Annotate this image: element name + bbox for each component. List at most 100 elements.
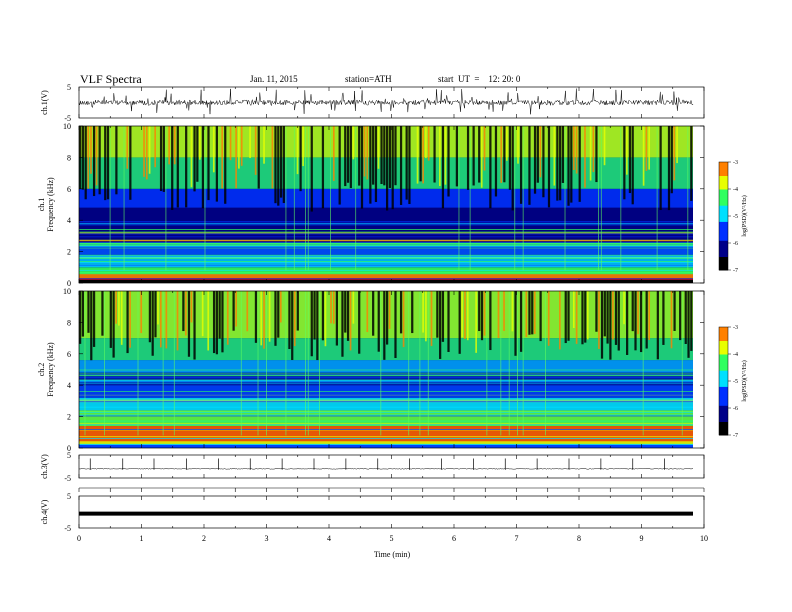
colorbar-segment [719,408,728,412]
ch4-ylabel: ch.4(V) [40,499,49,524]
figure-title: VLF Spectra [80,72,142,86]
colorbar-segment [719,243,728,247]
colorbar-segment [719,426,728,431]
colorbar-segment [719,335,728,339]
ch2-ylabel: ch.2 Frequency (kHz) [37,342,55,397]
x-axis-label: Time (min) [374,550,411,559]
start-time-label: start UT = 12: 20: 0 [438,74,521,84]
colorbar-label-text: log(PSD)(V²/Hz) [741,195,748,236]
colorbar-segment [719,248,728,252]
x-tick-label: 7 [515,534,519,543]
y-tick-label: 0 [67,279,71,288]
colorbar-tick-label: -5 [733,214,738,220]
colorbar-tick-label: -6 [733,406,738,412]
colorbar-segment [719,364,728,368]
ch2-spectrogram [79,291,704,448]
date-label: Jan. 11, 2015 [250,74,298,84]
colorbar-segment [719,264,728,268]
colorbar-segment [719,164,728,168]
colorbar-segment [719,259,728,263]
colorbar-segment [719,199,728,203]
y-tick-label: 8 [67,153,71,162]
colorbar-segment [719,224,728,228]
x-tick-label: 10 [700,534,708,543]
x-tick-label: 1 [140,534,144,543]
colorbar-segment [719,410,728,414]
colorbar-segment [719,367,728,371]
colorbar-segment [719,383,728,387]
colorbar-segment [719,253,728,257]
y-tick-label: 5 [67,492,71,501]
colorbar-segment [719,370,728,374]
colorbar-segment [719,237,728,241]
colorbar-segment [719,345,728,350]
y-tick-label: -5 [64,114,71,123]
y-tick-label: 10 [63,287,71,296]
colorbar-tick-label: -6 [733,241,738,247]
colorbar-segment [719,416,728,420]
colorbar-segment [719,429,728,433]
colorbar-segment [719,389,728,393]
colorbar-tick-label: -4 [733,187,738,193]
colorbar-segment [719,327,728,331]
colorbar-segment [719,256,728,260]
axis-label: Frequency (kHz) [46,342,55,397]
y-tick-label: 5 [67,451,71,460]
colorbar-segment [719,413,728,417]
colorbar-segment [719,386,728,390]
x-tick-label: 3 [265,534,269,543]
colorbar-segment [719,354,728,358]
colorbar-segment [719,329,728,333]
colorbar-segment [719,348,728,352]
colorbar-segment [719,172,728,176]
colorbar-segment [719,251,728,255]
y-tick-label: 2 [67,413,71,422]
colorbar-segment [719,343,728,347]
colorbar-segment [719,418,728,422]
y-tick-label: 10 [63,122,71,131]
colorbar-segment [719,359,728,363]
x-tick-label: 0 [77,534,81,543]
colorbar-segment [719,218,728,222]
colorbar-tick-label: -5 [733,379,738,385]
x-tick-label: 4 [327,534,331,543]
ch1-ylabel: ch.1(V) [40,90,49,115]
colorbar-tick-label: -7 [733,268,738,274]
x-tick-label: 5 [390,534,394,543]
colorbar-segment [719,167,728,171]
axis-label: ch.1(V) [40,90,49,115]
y-tick-label: 2 [67,248,71,257]
colorbar-segment [719,197,728,201]
colorbar-segment [719,391,728,395]
colorbar-segment [719,186,728,190]
colorbar-segment [719,232,728,236]
colorbar-segment [719,424,728,428]
colorbar-segment [719,216,728,220]
colorbar-segment [719,202,728,206]
colorbar-segment [719,234,728,239]
colorbar-segment [719,337,728,341]
colorbar-segment [719,362,728,366]
colorbar-tick-label: -7 [733,433,738,439]
colorbar-segment [719,162,728,166]
ch3-ylabel: ch.3(V) [40,454,49,479]
y-tick-label: -5 [64,474,71,483]
colorbar-segment [719,226,728,230]
colorbar-tick-label: -4 [733,352,738,358]
ch1-waveform [78,88,694,115]
colorbar-segment [719,170,728,174]
y-tick-label: 0 [67,444,71,453]
axis-label: ch.4(V) [40,499,49,524]
axis-label: ch.3(V) [40,454,49,479]
colorbar-label: log(PSD)(V²/Hz) [741,195,748,236]
colorbar-segment [719,351,728,355]
x-tick-label: 8 [577,534,581,543]
colorbar-segment [719,221,728,225]
colorbar-segment [719,207,728,212]
colorbar-segment [719,267,728,271]
colorbar-tick-label: -3 [733,325,738,331]
y-tick-label: 5 [67,83,71,92]
colorbar-segment [719,261,728,266]
colorbar-segment [719,394,728,398]
colorbar-segment [719,356,728,360]
